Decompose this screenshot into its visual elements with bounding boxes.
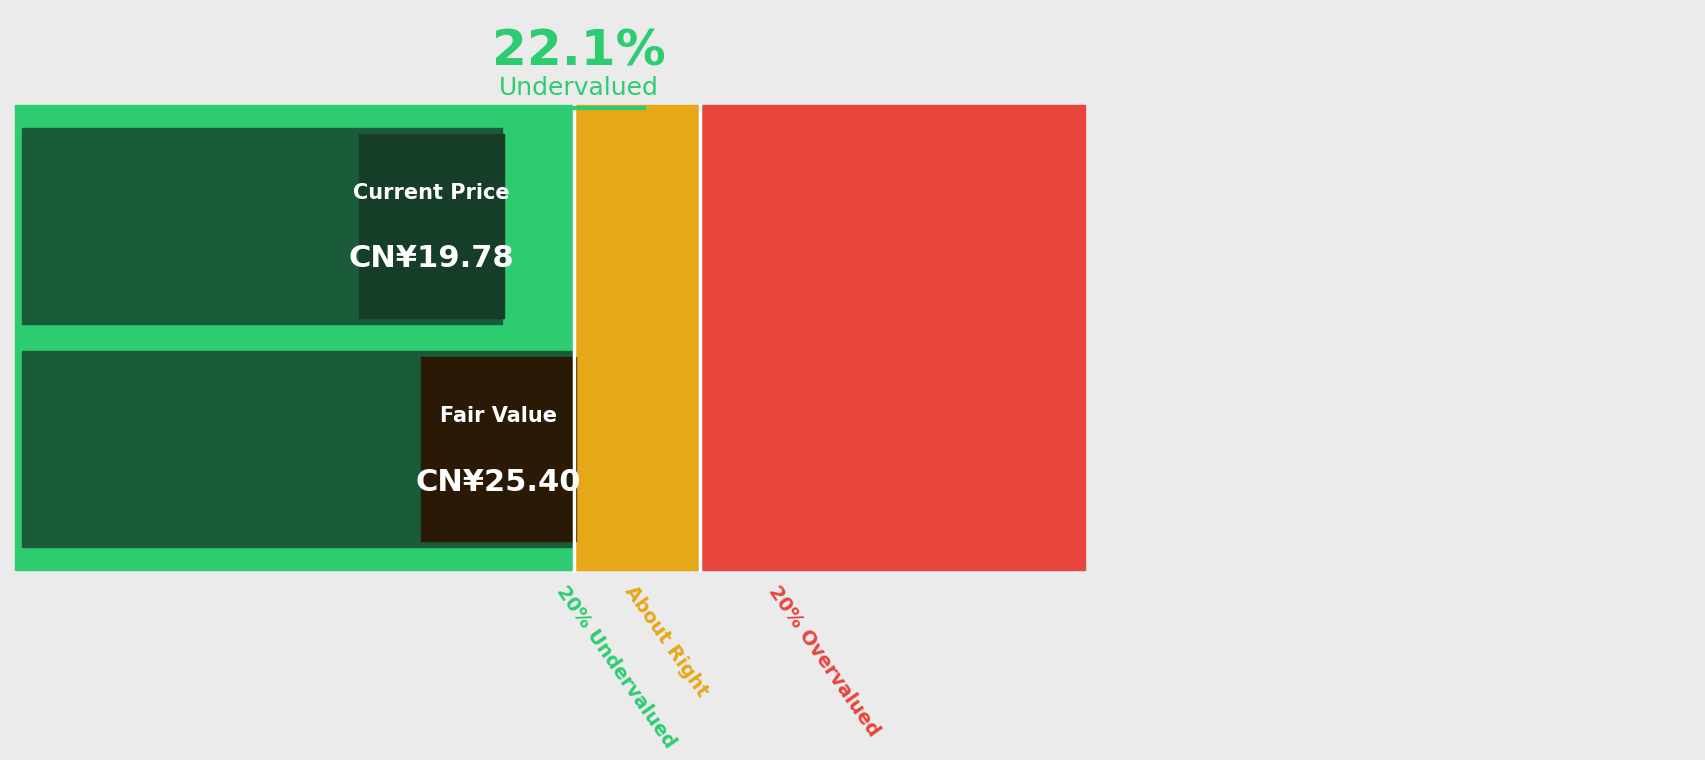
Text: Fair Value: Fair Value: [440, 406, 556, 426]
Bar: [573, 105, 699, 570]
Text: 20% Overvalued: 20% Overvalued: [764, 582, 881, 739]
Text: 20% Undervalued: 20% Undervalued: [552, 582, 679, 752]
Bar: [15, 105, 573, 570]
Bar: [22, 128, 501, 324]
Bar: [22, 351, 573, 546]
Bar: [699, 105, 1084, 570]
Text: About Right: About Right: [621, 582, 711, 701]
Text: Undervalued: Undervalued: [498, 76, 658, 100]
Text: CN¥25.40: CN¥25.40: [414, 467, 580, 496]
Text: Current Price: Current Price: [353, 183, 510, 203]
Text: 22.1%: 22.1%: [491, 28, 665, 76]
Text: CN¥19.78: CN¥19.78: [348, 245, 513, 274]
Bar: [421, 357, 575, 541]
Bar: [358, 134, 503, 318]
